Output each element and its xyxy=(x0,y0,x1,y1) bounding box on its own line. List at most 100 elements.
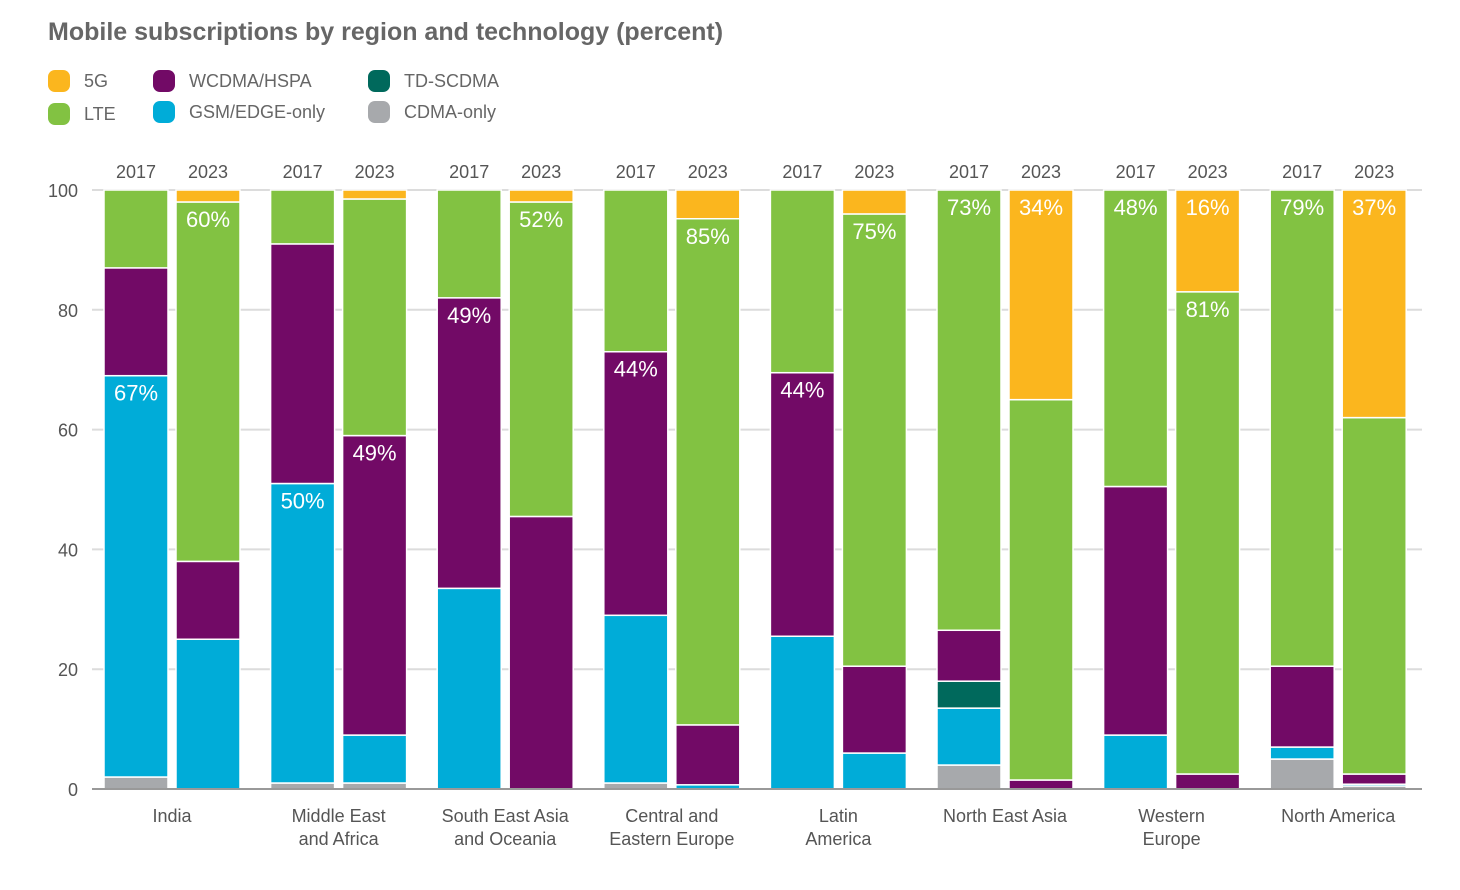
data-label-middle-east-and-africa-2017-gsm: 50% xyxy=(281,489,325,514)
data-label-north-america-2023-5g: 37% xyxy=(1352,195,1396,220)
data-label-india-2023-lte: 60% xyxy=(186,207,230,232)
bar-segment-india-2017-wcdma xyxy=(103,267,169,377)
bar-segment-south-east-asia-and-oceania-2023-lte xyxy=(508,201,574,518)
category-label-south-east-asia-and-oceania-0: South East Asia xyxy=(442,806,570,826)
legend-label-gsm: GSM/EDGE-only xyxy=(189,101,326,122)
year-label-middle-east-and-africa-2017: 2017 xyxy=(283,162,323,182)
year-label-south-east-asia-and-oceania-2017: 2017 xyxy=(449,162,489,182)
bar-segment-india-2023-lte xyxy=(175,201,241,563)
category-label-central-and-eastern-europe-1: Eastern Europe xyxy=(609,829,734,849)
bar-segment-south-east-asia-and-oceania-2023-wcdma xyxy=(508,515,574,790)
data-label-central-and-eastern-europe-2017-wcdma: 44% xyxy=(614,357,658,382)
data-label-india-2017-gsm: 67% xyxy=(114,381,158,406)
bar-segment-latin-america-2017-wcdma xyxy=(769,371,836,638)
year-label-india-2017: 2017 xyxy=(116,162,156,182)
bar-segment-india-2017-lte xyxy=(103,189,169,269)
bar-segment-north-east-asia-2017-gsm xyxy=(936,707,1002,766)
bar-segment-north-east-asia-2023-5g xyxy=(1008,189,1074,401)
legend-label-wcdma: WCDMA/HSPA xyxy=(189,70,312,91)
data-label-western-europe-2023-5g: 16% xyxy=(1186,195,1230,220)
legend-swatch-5g xyxy=(48,70,70,92)
bar-segment-western-europe-2023-lte xyxy=(1174,291,1241,775)
bar-segment-north-east-asia-2017-td xyxy=(936,680,1002,709)
bar-segment-india-2023-wcdma xyxy=(175,560,241,641)
y-tick-label-80: 80 xyxy=(58,301,78,321)
data-label-north-east-asia-2017-lte: 73% xyxy=(947,195,991,220)
data-label-south-east-asia-and-oceania-2017-wcdma: 49% xyxy=(447,303,491,328)
category-label-india-0: India xyxy=(152,806,192,826)
year-label-central-and-eastern-europe-2023: 2023 xyxy=(688,162,728,182)
bar-segment-central-and-eastern-europe-2023-wcdma xyxy=(675,724,741,786)
bar-segment-north-america-2017-gsm xyxy=(1269,746,1335,760)
bar-segment-middle-east-and-africa-2023-gsm xyxy=(341,734,408,784)
legend-label-5g: 5G xyxy=(84,70,109,91)
bar-segment-south-east-asia-and-oceania-2017-lte xyxy=(436,189,502,299)
category-label-latin-america-1: America xyxy=(805,829,872,849)
bar-segment-central-and-eastern-europe-2017-lte xyxy=(603,189,669,353)
category-label-central-and-eastern-europe-0: Central and xyxy=(625,806,718,826)
bar-segment-western-europe-2023-wcdma xyxy=(1174,773,1241,790)
bar-segment-north-america-2023-lte xyxy=(1341,416,1407,775)
legend-label-lte: LTE xyxy=(84,103,116,124)
year-label-western-europe-2023: 2023 xyxy=(1188,162,1228,182)
bar-segment-north-america-2017-cdma xyxy=(1269,758,1335,790)
category-label-latin-america-0: Latin xyxy=(819,806,858,826)
y-tick-label-100: 100 xyxy=(48,181,78,201)
data-label-middle-east-and-africa-2023-wcdma: 49% xyxy=(353,441,397,466)
legend-item-5g: 5G xyxy=(48,70,108,92)
bar-segment-north-east-asia-2023-wcdma xyxy=(1008,779,1074,790)
legend-item-td: TD-SCDMA xyxy=(368,70,499,92)
data-label-western-europe-2023-lte: 81% xyxy=(1186,297,1230,322)
bar-segment-middle-east-and-africa-2023-wcdma xyxy=(341,434,408,736)
bar-segment-middle-east-and-africa-2017-wcdma xyxy=(269,243,336,485)
bar-segment-western-europe-2017-wcdma xyxy=(1102,485,1169,736)
chart-title: Mobile subscriptions by region and techn… xyxy=(48,18,724,46)
data-label-north-east-asia-2023-5g: 34% xyxy=(1019,195,1063,220)
year-label-middle-east-and-africa-2023: 2023 xyxy=(355,162,395,182)
legend-item-lte: LTE xyxy=(48,103,116,125)
legend-swatch-lte xyxy=(48,103,70,125)
bar-segment-north-america-2023-wcdma xyxy=(1341,773,1407,785)
bar-segment-middle-east-and-africa-2017-lte xyxy=(269,189,336,245)
bar-segment-india-2023-5g xyxy=(175,189,241,203)
bar-segment-middle-east-and-africa-2017-gsm xyxy=(269,482,336,784)
category-label-middle-east-and-africa-1: and Africa xyxy=(299,829,380,849)
y-tick-label-20: 20 xyxy=(58,660,78,680)
bar-segment-latin-america-2017-gsm xyxy=(769,635,836,790)
year-label-latin-america-2017: 2017 xyxy=(782,162,822,182)
year-label-central-and-eastern-europe-2017: 2017 xyxy=(616,162,656,182)
year-label-north-america-2017: 2017 xyxy=(1282,162,1322,182)
data-label-western-europe-2017-lte: 48% xyxy=(1114,195,1158,220)
bar-segment-north-east-asia-2017-lte xyxy=(936,189,1002,632)
legend-swatch-cdma xyxy=(368,101,390,123)
bar-segment-western-europe-2017-lte xyxy=(1102,189,1169,488)
bar-segment-latin-america-2023-5g xyxy=(841,189,908,215)
bar-segment-north-america-2017-lte xyxy=(1269,189,1335,667)
year-label-south-east-asia-and-oceania-2023: 2023 xyxy=(521,162,561,182)
bar-segment-north-east-asia-2017-cdma xyxy=(936,764,1002,790)
y-tick-label-40: 40 xyxy=(58,540,78,560)
bar-segment-india-2023-gsm xyxy=(175,638,241,790)
bar-segment-central-and-eastern-europe-2023-5g xyxy=(675,189,741,220)
bar-segment-india-2017-cdma xyxy=(103,776,169,790)
category-label-western-europe-1: Europe xyxy=(1143,829,1201,849)
bar-segment-middle-east-and-africa-2023-5g xyxy=(341,189,408,200)
y-tick-label-60: 60 xyxy=(58,421,78,441)
category-label-western-europe-0: Western xyxy=(1138,806,1205,826)
data-label-central-and-eastern-europe-2023-lte: 85% xyxy=(686,224,730,249)
legend-item-gsm: GSM/EDGE-only xyxy=(153,101,325,123)
bar-segment-central-and-eastern-europe-2017-gsm xyxy=(603,614,669,784)
data-label-south-east-asia-and-oceania-2023-lte: 52% xyxy=(519,207,563,232)
legend-swatch-td xyxy=(368,70,390,92)
bar-segment-north-america-2017-wcdma xyxy=(1269,665,1335,748)
bar-segment-central-and-eastern-europe-2017-wcdma xyxy=(603,350,669,617)
year-label-north-east-asia-2023: 2023 xyxy=(1021,162,1061,182)
bar-segment-western-europe-2017-gsm xyxy=(1102,734,1169,790)
category-label-north-east-asia-0: North East Asia xyxy=(943,806,1068,826)
bar-segment-south-east-asia-and-oceania-2017-gsm xyxy=(436,587,502,790)
year-label-latin-america-2023: 2023 xyxy=(854,162,894,182)
bar-segment-north-east-asia-2017-wcdma xyxy=(936,629,1002,682)
legend-swatch-gsm xyxy=(153,101,175,123)
data-label-latin-america-2017-wcdma: 44% xyxy=(780,378,824,403)
